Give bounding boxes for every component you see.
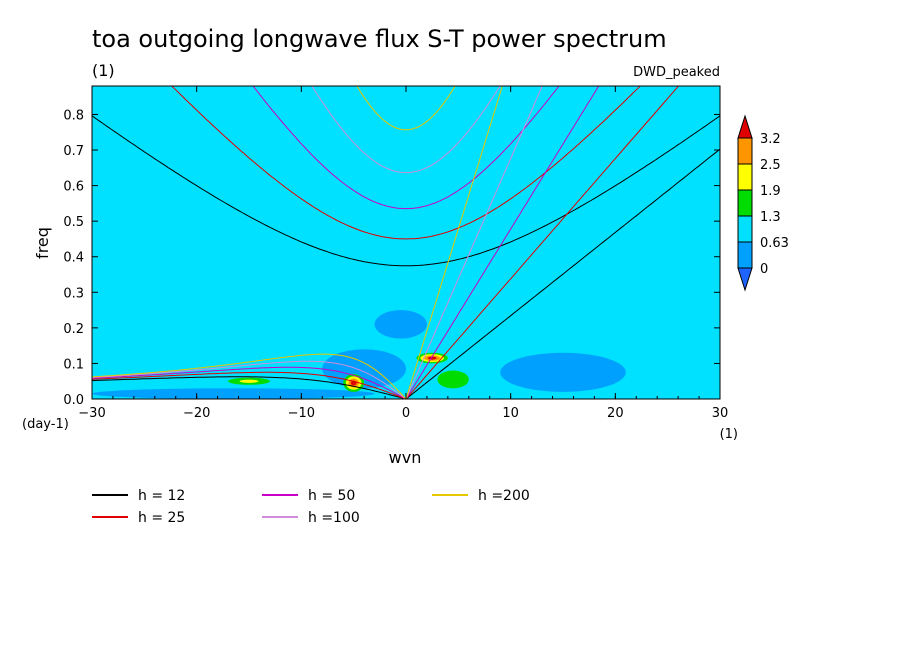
x-axis-label: wvn bbox=[389, 448, 422, 467]
x-axis-unit: (1) bbox=[720, 427, 738, 442]
legend-label-0: h = 12 bbox=[138, 488, 185, 504]
colorbar-swatch-2 bbox=[737, 189, 753, 217]
colorbar-label-2: 1.9 bbox=[760, 184, 781, 199]
y-tick-label-8: 0.8 bbox=[63, 108, 84, 123]
y-tick-label-5: 0.5 bbox=[63, 215, 84, 230]
x-tick-label-2: −10 bbox=[288, 406, 315, 421]
kelvin-curve-25 bbox=[405, 86, 680, 399]
colorbar-label-1: 2.5 bbox=[760, 158, 781, 173]
colorbar-arrow-bottom bbox=[737, 267, 753, 292]
colorbar-arrow-top bbox=[737, 114, 753, 139]
x-tick-label-0: −30 bbox=[78, 406, 105, 421]
high-power-region-2 bbox=[437, 370, 469, 389]
kelvin-curve-100 bbox=[405, 86, 543, 399]
high-power-region-1-core bbox=[427, 356, 437, 360]
y-axis-unit: (day-1) bbox=[22, 417, 69, 432]
colorbar: 3.2 2.5 1.9 1.3 0.63 0 bbox=[737, 114, 789, 292]
y-axis: 0.0 0.1 0.2 0.3 0.4 0.5 0.6 0.7 0.8 bbox=[63, 108, 720, 408]
ig-curve-12 bbox=[92, 115, 720, 267]
y-tick-label-7: 0.7 bbox=[63, 144, 84, 159]
dispersion-curves bbox=[92, 86, 720, 399]
ig-curve-200 bbox=[356, 86, 456, 131]
ig-curve-25 bbox=[171, 86, 641, 240]
rossby-curve-25 bbox=[92, 371, 407, 399]
background-field bbox=[92, 86, 720, 399]
y-tick-label-3: 0.3 bbox=[63, 286, 84, 301]
colorbar-swatch-3 bbox=[737, 215, 753, 243]
rossby-curve-100 bbox=[92, 360, 407, 399]
colorbar-label-3: 1.3 bbox=[760, 210, 781, 225]
kelvin-curve-12 bbox=[405, 148, 720, 399]
colorbar-swatch-0 bbox=[737, 137, 753, 165]
x-tick-label-3: 0 bbox=[402, 406, 410, 421]
legend-label-4: h =200 bbox=[478, 488, 530, 504]
power-regions bbox=[92, 310, 626, 399]
dataset-label: DWD_peaked bbox=[633, 65, 720, 80]
kelvin-curve-50 bbox=[405, 86, 600, 399]
kelvin-curve-200 bbox=[405, 86, 503, 399]
y-axis-label: freq bbox=[33, 227, 52, 259]
ig-curve-100 bbox=[311, 86, 501, 174]
low-power-region-2 bbox=[374, 310, 427, 339]
plot-area bbox=[92, 86, 720, 399]
colorbar-label-4: 0.63 bbox=[760, 236, 789, 251]
colorbar-swatch-4 bbox=[737, 241, 753, 269]
chart-subtitle: (1) bbox=[92, 61, 115, 80]
x-tick-label-5: 20 bbox=[607, 406, 624, 421]
y-tick-label-4: 0.4 bbox=[63, 251, 84, 266]
x-tick-label-4: 10 bbox=[502, 406, 519, 421]
x-tick-label-1: −20 bbox=[183, 406, 210, 421]
high-power-region-3-core bbox=[239, 379, 259, 383]
legend-label-1: h = 25 bbox=[138, 510, 185, 526]
y-tick-label-0: 0.0 bbox=[63, 393, 84, 408]
rossby-curve-12 bbox=[92, 376, 407, 399]
y-tick-label-1: 0.1 bbox=[63, 357, 84, 372]
legend-label-2: h = 50 bbox=[308, 488, 355, 504]
legend-label-3: h =100 bbox=[308, 510, 360, 526]
ig-curve-50 bbox=[252, 86, 560, 210]
chart-title: toa outgoing longwave flux S-T power spe… bbox=[92, 25, 667, 53]
colorbar-swatch-1 bbox=[737, 163, 753, 191]
colorbar-label-0: 3.2 bbox=[760, 132, 781, 147]
low-power-region-0 bbox=[92, 388, 375, 399]
legend: h = 12 h = 25 h = 50 h =100 h =200 bbox=[92, 488, 530, 526]
x-axis: −30 −20 −10 0 10 20 30 bbox=[78, 86, 728, 421]
x-tick-label-6: 30 bbox=[712, 406, 729, 421]
colorbar-label-5: 0 bbox=[760, 262, 768, 277]
rossby-curve-200 bbox=[92, 353, 407, 399]
y-tick-label-6: 0.6 bbox=[63, 180, 84, 195]
rossby-curve-50 bbox=[92, 366, 407, 399]
y-tick-label-2: 0.2 bbox=[63, 322, 84, 337]
low-power-region-3 bbox=[500, 352, 626, 392]
